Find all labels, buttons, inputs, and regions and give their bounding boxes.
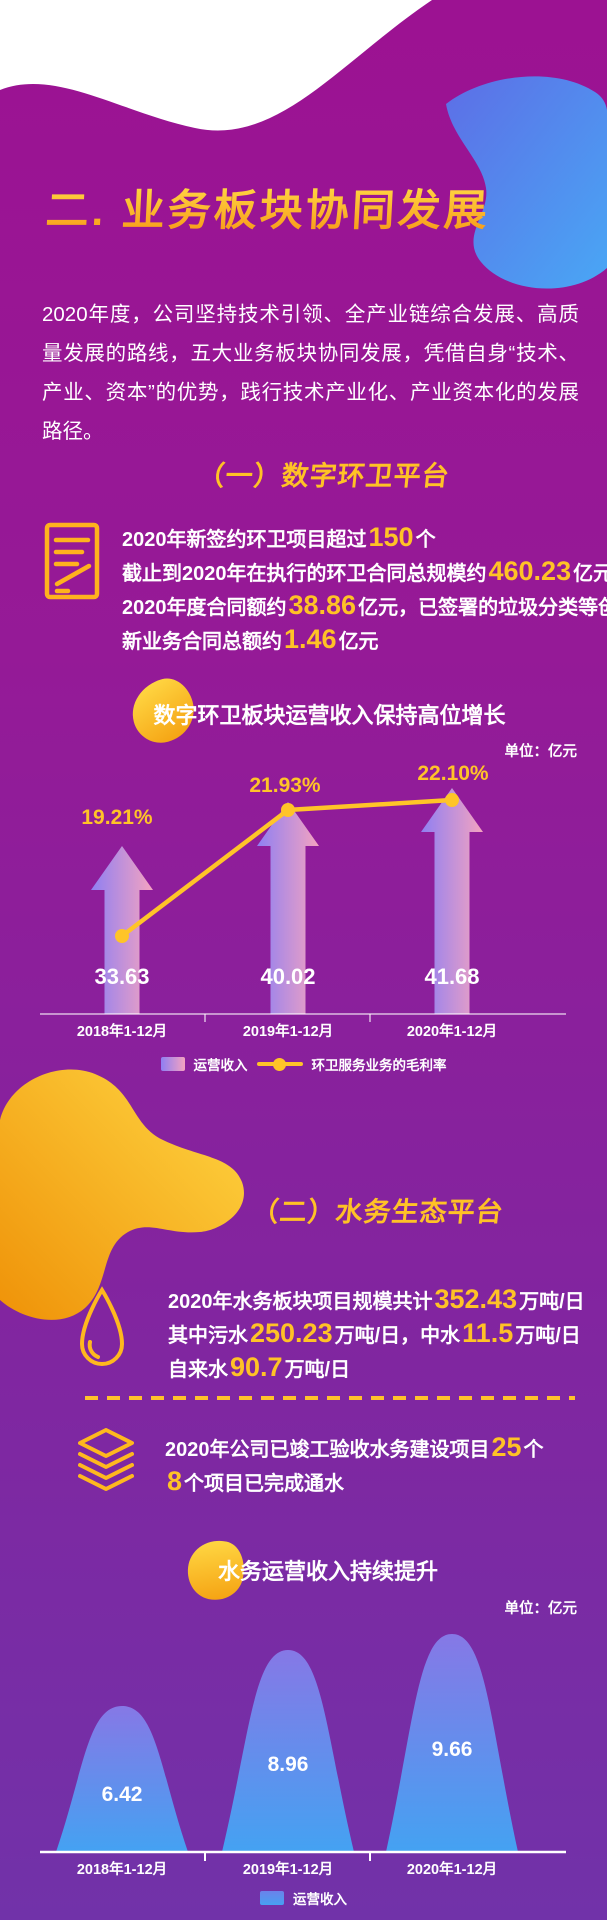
legend-line-marker [256, 1057, 303, 1071]
stat-number: 38.86 [288, 589, 357, 620]
water-revenue-mound-2019 [222, 1650, 354, 1852]
margin-rate-point-2018 [115, 929, 129, 943]
margin-rate-label-2020: 22.10% [417, 762, 489, 785]
water-drop-icon [79, 1286, 125, 1366]
chart2-title: 水务运营收入持续提升 [218, 1559, 439, 1584]
stat-line: 2020年公司已竣工验收水务建设项目 25 个 [165, 1430, 544, 1464]
white-wave-shape [0, 0, 432, 131]
stat-line: 2020年度合同额约 38.86 亿元，已签署的垃圾分类等创 [122, 588, 607, 622]
legend-label-margin-rate: 环卫服务业务的毛利率 [311, 1058, 447, 1073]
chart1-category-2019: 2019年1-12月 [242, 1024, 334, 1040]
revenue-arrow-2019 [257, 802, 319, 1014]
legend-swatch-revenue [160, 1057, 185, 1071]
stat-line: 2020年新签约环卫项目超过 150 个 [122, 520, 436, 554]
margin-rate-point-2019 [281, 803, 295, 817]
revenue-arrow-2020 [421, 788, 483, 1014]
stat-number: 460.23 [488, 555, 572, 586]
revenue-value-2019: 40.02 [260, 964, 316, 989]
stat-text: 亿元 [338, 630, 379, 653]
stat-number: 8 [167, 1465, 183, 1496]
stat-text: 亿元， [573, 562, 607, 585]
stat-text: 2020年度合同额约 [122, 596, 287, 619]
margin-rate-point-2020 [445, 793, 459, 807]
stat-number: 1.46 [284, 623, 337, 654]
chart1-category-2020: 2020年1-12月 [406, 1024, 498, 1040]
stat-text: 个 [415, 528, 436, 551]
stat-line: 新业务合同总额约 1.46 亿元 [122, 622, 379, 656]
water-value-2018: 6.42 [101, 1783, 143, 1806]
stat-text: 万吨/日，中水 [334, 1324, 461, 1347]
chart2-category-2018: 2018年1-12月 [76, 1862, 168, 1878]
stat-text: 2020年水务板块项目规模共计 [168, 1290, 433, 1313]
stat-text: 新业务合同总额约 [122, 630, 282, 653]
chart1-title-wrap: 数字环卫板块运营收入保持高位增长 [0, 698, 607, 730]
chart2-category-2019: 2019年1-12月 [242, 1862, 334, 1878]
blue-blob-shape [446, 76, 607, 289]
margin-rate-label-2018: 19.21% [81, 806, 153, 829]
chart2-legend: 运营收入 [0, 1888, 607, 1908]
legend-swatch-water-revenue [260, 1891, 284, 1905]
chart1-legend: 运营收入 环卫服务业务的毛利率 [0, 1054, 607, 1074]
margin-rate-label-2019: 21.93% [249, 774, 321, 797]
chart2-unit-label: 单位：亿元 [504, 1601, 578, 1617]
chart1-title: 数字环卫板块运营收入保持高位增长 [153, 703, 506, 728]
stat-line: 其中污水 250.23 万吨/日，中水 11.5 万吨/日 [168, 1316, 581, 1350]
legend-label-revenue: 运营收入 [193, 1058, 248, 1073]
stat-number: 352.43 [434, 1283, 518, 1314]
stat-text: 个项目已完成通水 [184, 1472, 345, 1495]
legend-dot-icon [273, 1057, 286, 1071]
stat-text: 自来水 [168, 1358, 228, 1381]
legend-label-water-revenue: 运营收入 [293, 1892, 347, 1907]
chart2-canvas [40, 1634, 566, 1861]
stat-line: 2020年水务板块项目规模共计 352.43 万吨/日 [168, 1282, 585, 1316]
chart1-unit-label: 单位：亿元 [504, 744, 578, 760]
chart2-category-2020: 2020年1-12月 [406, 1862, 498, 1878]
stat-text: 万吨/日 [284, 1358, 351, 1381]
water-revenue-mound-2018 [56, 1706, 188, 1852]
stat-number: 11.5 [462, 1317, 514, 1348]
yellow-blob-decoration [0, 1069, 244, 1320]
stat-number: 250.23 [250, 1317, 333, 1348]
page-title: 二. 业务板块协同发展 [44, 176, 491, 238]
section1-heading: （一）数字环卫平台 [195, 461, 451, 491]
intro-paragraph: 2020年度，公司坚持技术引领、全产业链综合发展、高质量发展的路线，五大业务板块… [42, 303, 579, 443]
dashed-divider [85, 1396, 575, 1400]
stat-line: 自来水 90.7 万吨/日 [168, 1350, 350, 1384]
stat-text: 万吨/日 [519, 1290, 585, 1313]
stat-text: 2020年公司已竣工验收水务建设项目 [165, 1438, 490, 1461]
stat-number: 25 [491, 1431, 522, 1462]
chart1-category-2018: 2018年1-12月 [76, 1024, 168, 1040]
stat-text: 个 [523, 1438, 544, 1461]
water-value-2020: 9.66 [431, 1738, 473, 1761]
water-revenue-mound-2020 [386, 1634, 518, 1852]
stat-text: 截止到2020年在执行的环卫合同总规模约 [122, 562, 487, 585]
revenue-value-2020: 41.68 [424, 964, 480, 989]
stat-line: 8 个项目已完成通水 [165, 1464, 344, 1498]
top-wave-decoration [0, 0, 607, 289]
revenue-value-2018: 33.63 [94, 964, 150, 989]
chart1-canvas [40, 788, 566, 1022]
stat-text: 2020年新签约环卫项目超过 [122, 528, 367, 551]
layers-icon [78, 1428, 134, 1491]
water-value-2019: 8.96 [267, 1753, 309, 1776]
section1-heading-wrap: （一）数字环卫平台 [0, 454, 607, 493]
document-icon [44, 522, 100, 600]
stat-text: 万吨/日 [515, 1324, 581, 1347]
stat-number: 150 [368, 521, 414, 552]
stat-text: 其中污水 [168, 1324, 248, 1347]
stat-text: 亿元，已签署的垃圾分类等创 [358, 596, 607, 619]
stat-number: 90.7 [230, 1351, 283, 1382]
section2-heading: （二）水务生态平台 [250, 1197, 506, 1227]
